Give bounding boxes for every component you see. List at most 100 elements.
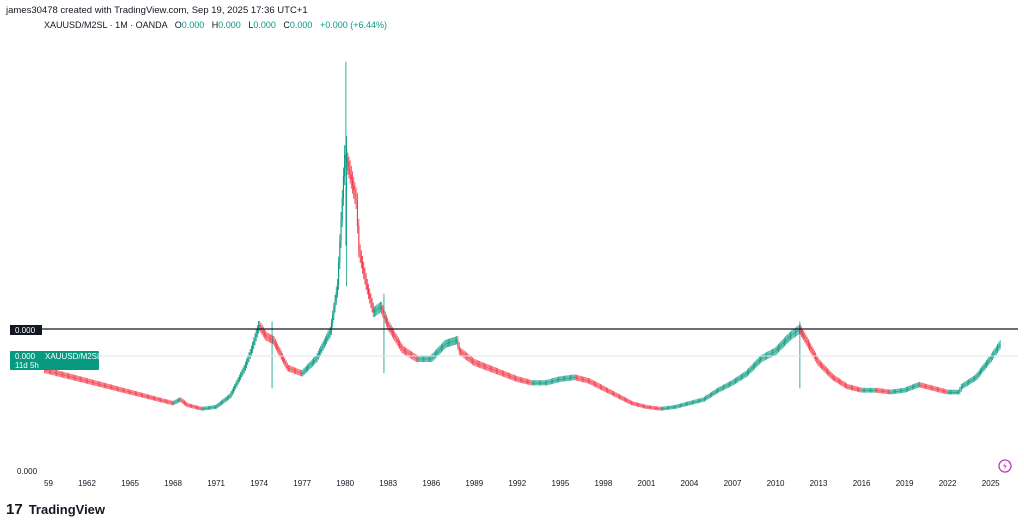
candle-body <box>707 396 709 398</box>
x-tick-label: 2019 <box>896 479 914 488</box>
candle-body <box>204 408 206 409</box>
candle-body <box>593 383 595 385</box>
candle-body <box>583 379 585 380</box>
candle-body <box>822 366 824 368</box>
candle-body <box>171 402 174 404</box>
candle-body <box>364 273 366 279</box>
candle-body <box>881 391 884 392</box>
candle-body <box>510 376 512 377</box>
x-tick-label: 1998 <box>595 479 613 488</box>
candle-body <box>503 373 505 375</box>
candle-body <box>979 371 982 373</box>
candle-body <box>512 377 514 378</box>
candle-body <box>87 380 89 382</box>
candle-body <box>295 370 297 372</box>
x-tick-label: 2007 <box>724 479 742 488</box>
candle-body <box>552 380 554 382</box>
candle-body <box>949 392 952 393</box>
candle-body <box>642 405 644 407</box>
candle-body <box>850 387 852 389</box>
candle-body <box>889 391 891 393</box>
candle-body <box>862 390 864 391</box>
candle-body <box>664 408 666 409</box>
candle-body <box>414 357 416 358</box>
candle-body <box>46 370 48 372</box>
candle-body <box>705 397 707 399</box>
candle-body <box>737 378 739 380</box>
candle-body <box>240 374 242 378</box>
candle-body <box>333 307 335 316</box>
candle-body <box>389 327 391 330</box>
candle-body <box>933 388 935 389</box>
candle-body <box>523 380 525 382</box>
x-tick-label: 2013 <box>810 479 828 488</box>
candle-body <box>324 340 327 343</box>
candle-body <box>406 351 408 353</box>
candle-body <box>794 331 797 333</box>
x-tick-label: 1968 <box>164 479 182 488</box>
candle-body <box>797 329 799 331</box>
candle-body <box>757 361 759 363</box>
candle-body <box>419 358 421 360</box>
candle-body <box>690 402 692 404</box>
candle-body <box>581 379 584 380</box>
candle-body <box>941 390 943 392</box>
candle-body <box>54 372 56 374</box>
candle-body <box>449 342 451 343</box>
legend-symbol[interactable]: XAUUSD/M2SL · 1M · OANDA <box>44 20 168 30</box>
symbol-legend[interactable]: XAUUSD/M2SL · 1M · OANDA O0.000 H0.000 L… <box>44 20 387 30</box>
candle-body <box>220 402 223 404</box>
candle-body <box>274 342 276 345</box>
candle-body <box>301 373 303 374</box>
legend-close-label: C <box>283 20 290 30</box>
candle-body <box>258 325 260 330</box>
candle-body <box>505 374 507 376</box>
x-tick-label: 1983 <box>379 479 397 488</box>
candle-body <box>608 390 610 392</box>
candle-body <box>183 402 185 404</box>
candle-body <box>579 378 581 380</box>
candlestick-marks <box>44 61 1001 411</box>
candle-body <box>50 371 52 372</box>
candle-body <box>871 390 873 391</box>
candle-body <box>676 406 678 407</box>
candle-body <box>714 391 716 393</box>
candle-body <box>703 398 705 400</box>
candle-body <box>689 402 691 404</box>
candle-body <box>997 347 999 350</box>
candle-body <box>376 309 378 311</box>
candle-body <box>73 377 76 379</box>
candle-body <box>499 372 501 373</box>
candle-body <box>516 378 518 380</box>
candle-body <box>259 325 261 328</box>
candle-body <box>255 333 257 338</box>
candle-body <box>431 357 433 359</box>
candle-body <box>630 402 633 404</box>
candle-body <box>91 382 93 383</box>
candle-body <box>646 406 648 408</box>
candle-body <box>457 340 459 346</box>
candle-body <box>658 408 660 410</box>
candle-body <box>498 371 500 373</box>
candle-body <box>628 401 630 402</box>
candle-body <box>291 369 293 370</box>
candle-body <box>110 387 113 388</box>
candle-body <box>198 407 200 409</box>
candle-body <box>128 391 131 393</box>
candle-body <box>115 388 117 389</box>
candle-body <box>328 333 330 336</box>
flash-icon[interactable] <box>998 459 1012 473</box>
candle-body <box>460 351 462 353</box>
candle-body <box>744 374 746 376</box>
candle-body <box>825 369 827 372</box>
candle-body <box>913 386 915 388</box>
candle-body <box>597 385 599 386</box>
candle-body <box>883 391 885 392</box>
candle-body <box>464 354 466 356</box>
candle-body <box>911 386 913 388</box>
candle-body <box>476 363 478 364</box>
x-tick-label: 1992 <box>508 479 526 488</box>
candle-body <box>607 390 609 391</box>
candle-body <box>709 394 711 396</box>
